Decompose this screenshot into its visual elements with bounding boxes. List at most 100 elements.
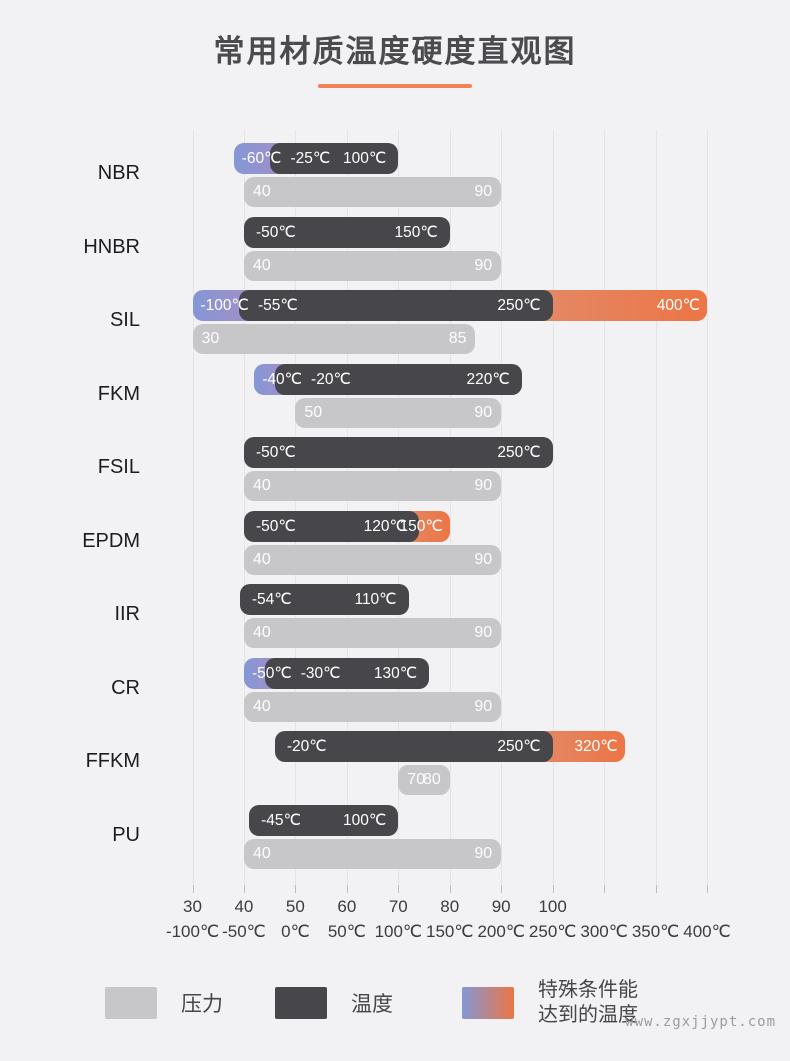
max-temp-label: 250℃ [497,738,541,755]
temperature-axis-label: 300℃ [580,922,628,941]
pressure-max-label: 90 [474,183,493,200]
pressure-max-label: 85 [448,330,467,347]
legend-item-pressure: 压力 [105,986,223,1020]
min-temp-label: -55℃ [257,297,298,314]
grid-line [398,130,400,885]
temperature-bar [243,216,450,248]
material-label: IIR [114,603,140,625]
pressure-bar [243,544,502,575]
temp-bar-min-labels: -50℃ [256,437,296,468]
hardness-axis-label: 50 [285,897,305,916]
pressure-min-label: 40 [252,844,271,862]
temperature-axis-label: 250℃ [528,922,577,941]
material-label: CR [111,676,140,699]
temperature-axis-label: 100℃ [374,922,423,941]
pressure-bar [398,765,450,795]
axis-tick [449,885,451,893]
temperature-bar [239,584,409,615]
temperature-bar [243,437,553,468]
temperature-axis-label: -50℃ [222,922,266,941]
temperature-swatch [275,987,327,1019]
pressure-max-label: 90 [474,624,493,641]
temperature-axis-label: 0℃ [281,922,310,941]
max-temp-label: 130℃ [373,664,418,682]
pressure-max-label: 90 [474,403,493,421]
hardness-axis-label: 100 [538,897,567,916]
min-temp-label: -50℃ [255,223,296,241]
pressure-swatch [105,987,157,1019]
max-temp-label: 250℃ [497,297,541,314]
grid-line [707,130,708,885]
pressure-min-label: 40 [252,183,271,200]
axis-tick [552,885,554,893]
axis-tick [243,885,245,893]
axis-tick [346,885,348,893]
legend-label-special: 特殊条件能 达到的温度 [538,979,638,1026]
pressure-min-label: 40 [252,550,271,568]
legend-item-temperature: 温度 [275,986,393,1020]
temp-bar-min-labels: -20℃ [287,731,327,762]
axis-tick [398,885,400,893]
temp-bar-min-labels: -60℃ -25℃ [242,143,331,174]
pressure-bar [243,471,502,501]
title-underline-accent [318,84,472,88]
temperature-bar [274,363,522,395]
hardness-axis-label: 80 [440,897,460,916]
pressure-max-label: 90 [474,844,493,862]
hardness-axis-label: 40 [234,897,254,916]
temperature-axis-label: 350℃ [631,922,680,941]
temperature-bar [264,657,430,689]
axis-tick [192,885,194,893]
grid-line [295,130,297,885]
axis-tick [501,885,503,893]
special-low-temp-label: -50℃ [251,664,292,682]
pressure-bar [295,397,502,428]
material-label: HNBR [83,235,140,258]
grid-line [449,130,451,885]
temp-bar-min-labels: -54℃ [252,584,292,615]
pressure-min-label: 40 [252,477,271,494]
grid-line [552,130,554,885]
material-label: FFKM [85,750,140,772]
legend-label-temperature: 温度 [351,993,393,1016]
max-temp-label: 220℃ [466,370,510,388]
pressure-max-label: 90 [474,550,493,568]
min-temp-label: -50℃ [255,444,296,461]
pressure-min-label: 40 [252,624,271,641]
temperature-axis-label: 200℃ [477,922,525,941]
special-low-temp-label: -40℃ [262,370,303,388]
pressure-bar [243,618,502,648]
max-temp-label: 100℃ [343,811,387,829]
temp-bar-min-labels: -45℃ [261,805,301,836]
watermark: www.zgxjjypt.com [625,1014,776,1030]
axis-tick [295,885,297,893]
axis-tick [707,885,708,893]
legend-label-pressure: 压力 [181,993,223,1016]
grid-line [243,130,245,885]
min-temp-label: -54℃ [251,591,292,608]
hardness-axis-label: 60 [337,897,357,916]
max-temp-label: 150℃ [394,223,438,241]
hardness-axis-label: 90 [491,897,511,916]
pressure-max-label: 90 [474,477,493,494]
page-title: 常用材质温度硬度直观图 [213,34,577,69]
temperature-bar [269,143,399,174]
hardness-axis-label: 70 [388,897,408,916]
min-temp-label: -50℃ [255,517,296,535]
pressure-min-label: 30 [201,330,220,347]
special-high-temp-label: 150℃ [399,517,443,535]
temp-bar-min-labels: -50℃ [256,511,296,542]
axis-tick [604,885,606,893]
temperature-bar [238,290,553,321]
temperature-bar [243,510,419,542]
material-label: FKM [97,382,140,405]
special-high-temp-segment [530,290,707,321]
legend-item-special: 特殊条件能 达到的温度 [462,979,638,1026]
min-temp-label: -20℃ [286,738,327,755]
temp-bar-min-labels: -50℃ -30℃ [252,658,341,689]
grid-line [346,130,348,885]
temp-bar-min-labels: -40℃ -20℃ [262,364,351,395]
pressure-bar [192,324,476,354]
